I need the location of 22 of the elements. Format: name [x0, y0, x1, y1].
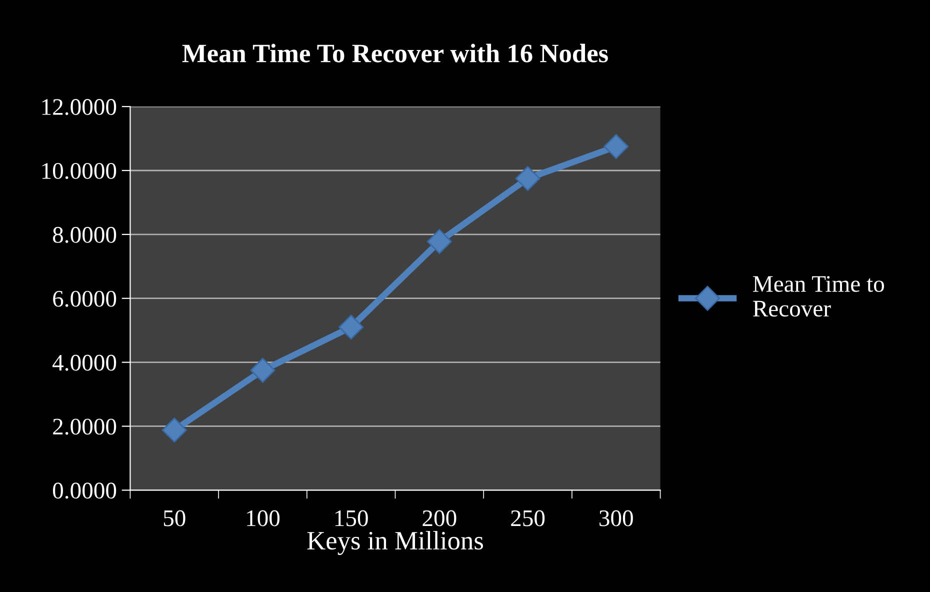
x-axis-title: Keys in Millions: [307, 531, 483, 556]
point: [515, 166, 540, 191]
y-tick-label: 4.0000: [52, 354, 116, 371]
y-tick-label: 0.0000: [52, 482, 116, 499]
y-tick-label: 12.0000: [42, 99, 116, 116]
chart-title: Mean Time To Recover with 16 Nodes: [182, 44, 608, 62]
point: [250, 358, 276, 383]
legend-label: Mean Time to Recover: [753, 276, 884, 317]
x-tick-label: 200: [422, 510, 456, 526]
point: [426, 228, 452, 254]
y-tick-label: 6.0000: [53, 290, 116, 307]
x-tick-label: 300: [600, 510, 633, 526]
x-tick-label: 50: [164, 510, 186, 526]
point: [338, 314, 364, 340]
x-tick-label: 250: [511, 510, 545, 526]
x-tick-label: 100: [247, 510, 280, 526]
point: [162, 418, 187, 443]
y-tick-label: 2.0000: [53, 418, 116, 435]
x-tick-label: 150: [335, 510, 368, 526]
point: [604, 134, 629, 159]
y-tick-label: 10.0000: [42, 162, 116, 180]
y-tick-label: 8.0000: [52, 226, 116, 243]
